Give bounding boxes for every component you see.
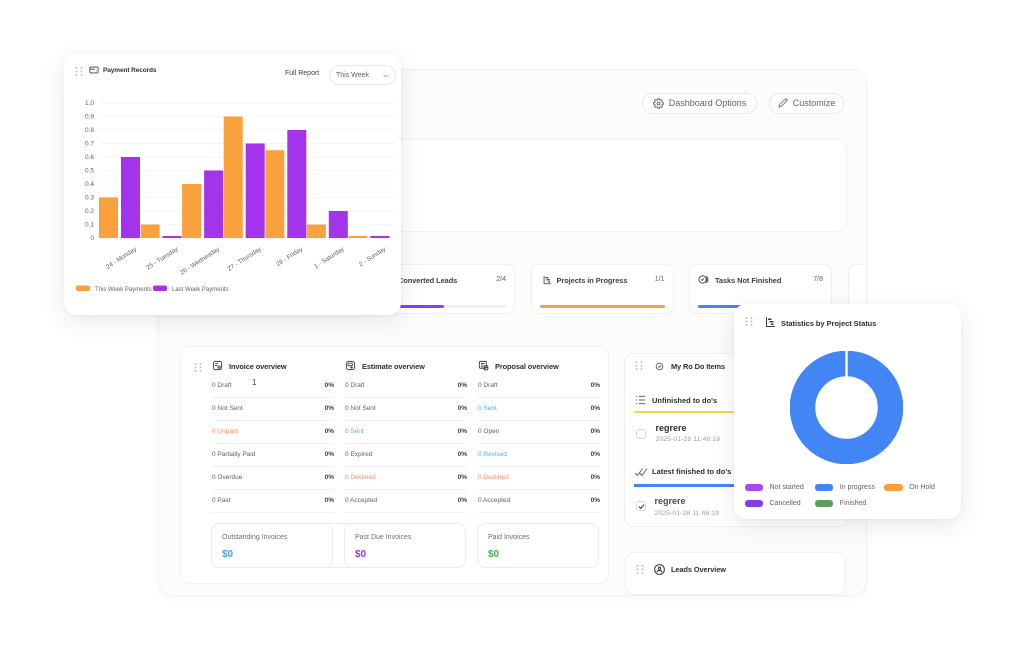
svg-text:1 - Saturday: 1 - Saturday bbox=[313, 245, 346, 270]
svg-text:26 - Wednesday: 26 - Wednesday bbox=[179, 245, 222, 276]
svg-text:24 - Monday: 24 - Monday bbox=[105, 245, 139, 270]
svg-text:0.6: 0.6 bbox=[85, 154, 94, 161]
svg-text:0.2: 0.2 bbox=[85, 208, 94, 215]
svg-text:0.4: 0.4 bbox=[85, 181, 94, 188]
svg-text:0.1: 0.1 bbox=[85, 222, 94, 229]
svg-text:25 - Tuesday: 25 - Tuesday bbox=[145, 245, 180, 271]
svg-text:0.3: 0.3 bbox=[85, 195, 94, 202]
svg-text:28 - Friday: 28 - Friday bbox=[275, 245, 305, 268]
svg-text:This Week Payments: This Week Payments bbox=[95, 287, 152, 293]
svg-text:0.7: 0.7 bbox=[85, 141, 94, 148]
svg-text:0.8: 0.8 bbox=[85, 127, 94, 134]
svg-text:1.0: 1.0 bbox=[85, 100, 94, 107]
svg-text:2 - Sunday: 2 - Sunday bbox=[358, 245, 388, 268]
svg-text:0.5: 0.5 bbox=[85, 168, 94, 175]
svg-text:27 - Thursday: 27 - Thursday bbox=[226, 245, 263, 272]
svg-text:Last Week Payments: Last Week Payments bbox=[172, 287, 229, 293]
svg-text:0.9: 0.9 bbox=[85, 114, 94, 121]
svg-text:0: 0 bbox=[90, 235, 94, 242]
